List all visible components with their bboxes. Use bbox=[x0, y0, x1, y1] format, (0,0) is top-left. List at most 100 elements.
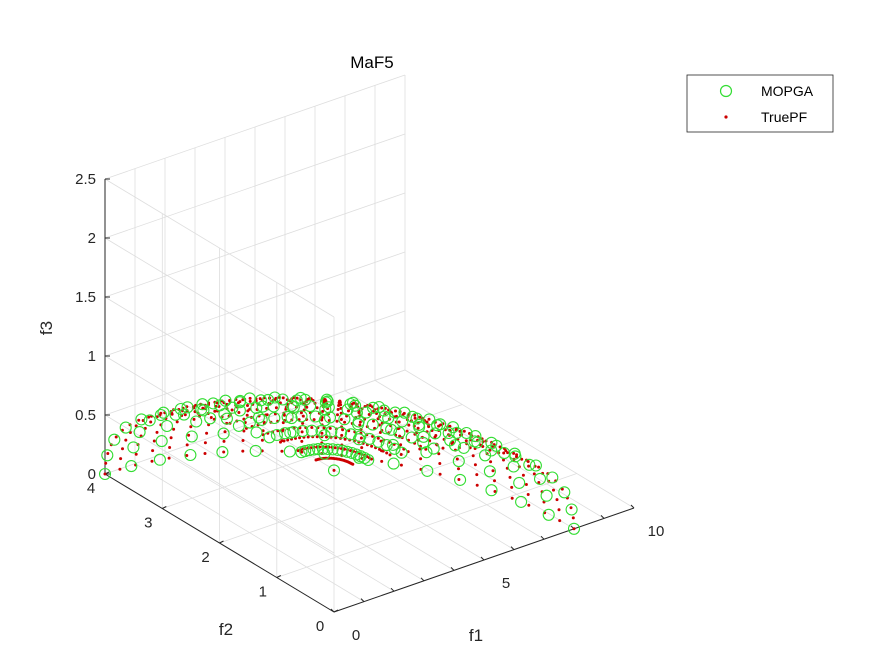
mopga-point bbox=[268, 391, 281, 404]
truepf-point bbox=[441, 446, 445, 450]
f2-tick-mark bbox=[333, 609, 339, 613]
mopga-point bbox=[327, 464, 341, 477]
truepf-point bbox=[475, 473, 479, 477]
truepf-point bbox=[385, 451, 389, 455]
truepf-point bbox=[187, 433, 191, 437]
truepf-point bbox=[192, 417, 196, 421]
truepf-point bbox=[370, 457, 373, 461]
mopga-point bbox=[457, 441, 470, 454]
mopga-point bbox=[220, 412, 233, 425]
truepf-point bbox=[380, 406, 384, 410]
truepf-point bbox=[150, 459, 154, 463]
mopga-point bbox=[98, 467, 112, 481]
legend[interactable]: MOPGA TruePF bbox=[686, 74, 834, 133]
truepf-point bbox=[246, 404, 249, 407]
truepf-point bbox=[137, 418, 141, 422]
truepf-point bbox=[340, 433, 344, 437]
truepf-point bbox=[502, 451, 506, 455]
mopga-point bbox=[352, 433, 365, 446]
truepf-point bbox=[413, 413, 417, 417]
mopga-point bbox=[427, 442, 440, 455]
truepf-point bbox=[114, 435, 118, 439]
f1-tick-mark bbox=[540, 535, 545, 540]
mopga-point bbox=[284, 426, 297, 439]
truepf-point bbox=[418, 447, 422, 451]
truepf-point bbox=[405, 429, 409, 433]
truepf-point bbox=[274, 406, 278, 410]
mopga-point bbox=[190, 415, 203, 428]
f2-tick-label: 1 bbox=[259, 584, 267, 601]
mopga-point bbox=[380, 439, 393, 452]
truepf-point bbox=[260, 438, 264, 442]
truepf-point bbox=[312, 418, 316, 422]
truepf-point bbox=[462, 429, 466, 433]
mopga-point bbox=[335, 426, 348, 439]
mopga-point bbox=[352, 418, 365, 431]
mopga-series bbox=[98, 391, 581, 535]
mopga-point bbox=[204, 412, 217, 425]
truepf-point bbox=[448, 424, 452, 428]
truepf-point bbox=[433, 435, 437, 439]
truepf-point bbox=[175, 420, 179, 424]
mopga-point bbox=[181, 401, 194, 414]
truepf-point bbox=[455, 457, 459, 461]
truepf-point bbox=[280, 449, 284, 453]
mopga-point bbox=[232, 419, 245, 432]
truepf-point bbox=[104, 461, 108, 465]
mopga-point bbox=[423, 413, 436, 426]
axes-grid bbox=[104, 74, 635, 613]
mopga-point bbox=[285, 412, 298, 425]
truepf-point bbox=[358, 420, 362, 424]
truepf-point bbox=[281, 421, 285, 425]
truepf-point bbox=[557, 508, 561, 512]
mopga-point bbox=[234, 394, 247, 407]
truepf-point bbox=[473, 463, 477, 467]
truepf-point bbox=[425, 420, 429, 424]
truepf-point bbox=[438, 462, 442, 465]
truepf-point bbox=[321, 409, 325, 413]
mopga-point bbox=[318, 414, 331, 427]
truepf-point bbox=[183, 413, 187, 417]
mopga-point bbox=[157, 406, 170, 419]
truepf-point bbox=[398, 434, 402, 438]
mopga-point bbox=[452, 455, 465, 468]
legend-mopga-label: MOPGA bbox=[761, 83, 814, 99]
truepf-point bbox=[205, 431, 209, 435]
truepf-point bbox=[399, 463, 403, 467]
truepf-point bbox=[527, 464, 531, 468]
truepf-point bbox=[380, 459, 384, 463]
truepf-point bbox=[407, 423, 411, 427]
truepf-point bbox=[300, 439, 304, 443]
mopga-point bbox=[479, 449, 492, 462]
mopga-point bbox=[398, 406, 411, 419]
truepf-point bbox=[324, 445, 328, 449]
truepf-point bbox=[262, 420, 266, 424]
mopga-point bbox=[396, 415, 409, 428]
legend-truepf-label: TruePF bbox=[761, 109, 807, 125]
mopga-point bbox=[295, 446, 308, 459]
truepf-point bbox=[493, 479, 496, 483]
mopga-point bbox=[393, 426, 406, 439]
truepf-point bbox=[489, 460, 493, 464]
truepf-point bbox=[343, 420, 347, 424]
truepf-point bbox=[167, 456, 171, 460]
truepf-point bbox=[427, 417, 431, 421]
floor-gridline-f2 bbox=[276, 473, 577, 578]
truepf-point bbox=[413, 416, 417, 420]
mopga-point bbox=[395, 446, 408, 459]
truepf-point bbox=[315, 406, 319, 410]
truepf-point bbox=[527, 503, 531, 507]
f1-tick-label: 0 bbox=[352, 627, 360, 644]
mopga-point bbox=[312, 443, 325, 456]
truepf-point bbox=[237, 411, 241, 414]
z-axis-label: f3 bbox=[37, 321, 56, 335]
truepf-point bbox=[159, 411, 163, 415]
truepf-point bbox=[394, 409, 397, 413]
mopga-point bbox=[318, 447, 331, 460]
truepf-point bbox=[209, 416, 213, 419]
mopga-point bbox=[217, 427, 230, 440]
mopga-point bbox=[421, 464, 434, 477]
mopga-point bbox=[454, 473, 467, 486]
truepf-point bbox=[300, 450, 304, 454]
mopga-point bbox=[319, 396, 332, 409]
